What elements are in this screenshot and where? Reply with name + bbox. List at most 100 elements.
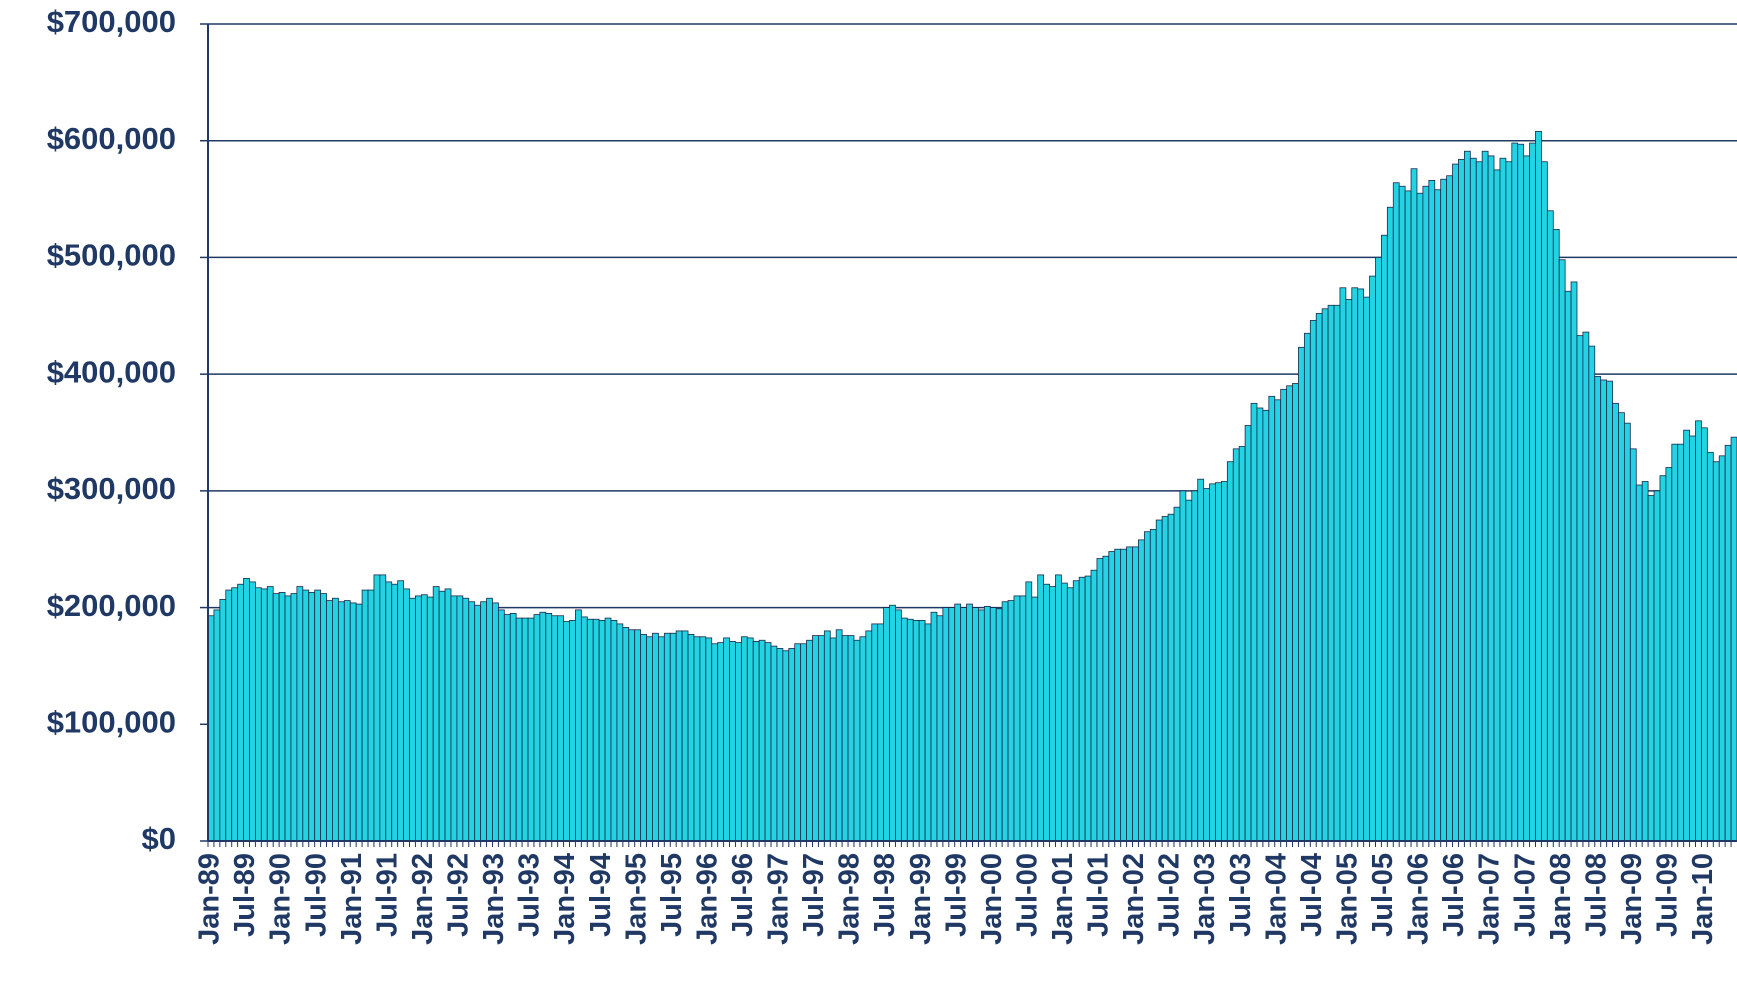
- x-tick-label: Jul-08: [1580, 853, 1612, 937]
- bar: [480, 601, 487, 842]
- bar: [652, 632, 659, 842]
- bar: [740, 636, 748, 842]
- x-tick-label: Jul-96: [727, 853, 759, 937]
- bar: [563, 621, 570, 842]
- bar: [847, 635, 855, 842]
- y-tick-label: $300,000: [47, 471, 176, 506]
- bar: [966, 603, 973, 842]
- bar: [681, 630, 689, 842]
- bar: [1321, 308, 1329, 842]
- bar: [438, 590, 446, 842]
- bar: [426, 596, 434, 842]
- bar: [1357, 288, 1365, 842]
- bar: [788, 648, 796, 842]
- bar: [266, 586, 274, 842]
- y-tick-label: $100,000: [47, 704, 176, 739]
- bar: [391, 583, 399, 842]
- bar: [1695, 420, 1702, 842]
- bar: [948, 607, 956, 842]
- bar: [1463, 150, 1471, 842]
- bar: [260, 588, 268, 842]
- bar: [1126, 546, 1133, 842]
- bar: [1084, 575, 1092, 842]
- bar: [1558, 259, 1566, 842]
- bar: [995, 608, 1003, 842]
- x-tick-label: Jan-01: [1047, 853, 1079, 945]
- bar: [1635, 484, 1643, 842]
- x-tick-label: Jul-04: [1296, 853, 1328, 937]
- x-tick-label: Jan-04: [1260, 853, 1292, 945]
- bar: [462, 597, 470, 842]
- bar: [575, 609, 582, 842]
- bar: [669, 632, 677, 842]
- bar: [533, 614, 541, 842]
- bar: [972, 607, 979, 842]
- bar: [835, 629, 843, 842]
- bar: [604, 617, 612, 842]
- x-tick-label: Jul-05: [1367, 853, 1399, 937]
- bar: [806, 639, 813, 842]
- bar: [1090, 569, 1098, 842]
- bar: [1665, 467, 1673, 842]
- x-tick-label: Jul-01: [1083, 853, 1115, 937]
- bar: [1410, 168, 1418, 842]
- bar: [1043, 583, 1050, 842]
- bar: [1724, 444, 1732, 842]
- x-tick-label: Jul-06: [1438, 853, 1470, 937]
- bar: [1576, 335, 1584, 842]
- bar: [758, 639, 766, 842]
- x-tick-label: Jan-06: [1403, 853, 1435, 945]
- bar: [515, 617, 523, 842]
- bar: [1381, 234, 1388, 842]
- bar: [711, 643, 719, 842]
- bar: [397, 580, 404, 842]
- bar: [337, 601, 345, 842]
- bar: [883, 607, 890, 842]
- x-tick-label: Jul-95: [656, 853, 688, 937]
- bar: [723, 637, 730, 842]
- bar: [1037, 574, 1045, 842]
- bar: [219, 599, 227, 842]
- bar: [1339, 287, 1347, 842]
- bar: [1641, 481, 1649, 842]
- bar: [551, 615, 559, 842]
- bar: [249, 581, 256, 842]
- y-tick-label: $0: [142, 821, 176, 856]
- bar: [1458, 158, 1465, 842]
- bar: [1582, 331, 1590, 842]
- x-tick-label: Jul-98: [869, 853, 901, 937]
- bar: [1274, 399, 1282, 842]
- bar: [1671, 443, 1679, 842]
- bar: [486, 597, 493, 842]
- bar: [877, 623, 885, 842]
- bar: [699, 636, 707, 842]
- bar: [1256, 407, 1264, 842]
- bar: [900, 617, 908, 842]
- bar: [1114, 548, 1122, 842]
- bar: [450, 595, 458, 842]
- bar: [1511, 142, 1519, 842]
- bar: [1292, 383, 1299, 842]
- y-tick-label: $700,000: [47, 4, 176, 39]
- x-tick-label: Jan-07: [1474, 853, 1506, 945]
- x-tick-label: Jul-91: [371, 853, 403, 937]
- bar: [818, 635, 825, 842]
- x-tick-label: Jan-00: [976, 853, 1008, 945]
- bar: [1653, 490, 1661, 842]
- bar: [1475, 161, 1483, 842]
- bar: [776, 648, 784, 842]
- bar: [586, 618, 594, 842]
- bar: [889, 604, 896, 842]
- bar: [930, 611, 938, 842]
- y-tick-label: $200,000: [47, 588, 176, 623]
- bar: [658, 636, 665, 842]
- bar: [225, 589, 233, 842]
- bar: [1618, 412, 1625, 842]
- bar: [1481, 150, 1489, 842]
- bar: [823, 630, 831, 842]
- bar: [729, 641, 736, 842]
- bar: [1659, 475, 1667, 842]
- bar: [1712, 461, 1720, 842]
- bar: [569, 620, 576, 842]
- x-tick-label: Jan-10: [1687, 853, 1719, 945]
